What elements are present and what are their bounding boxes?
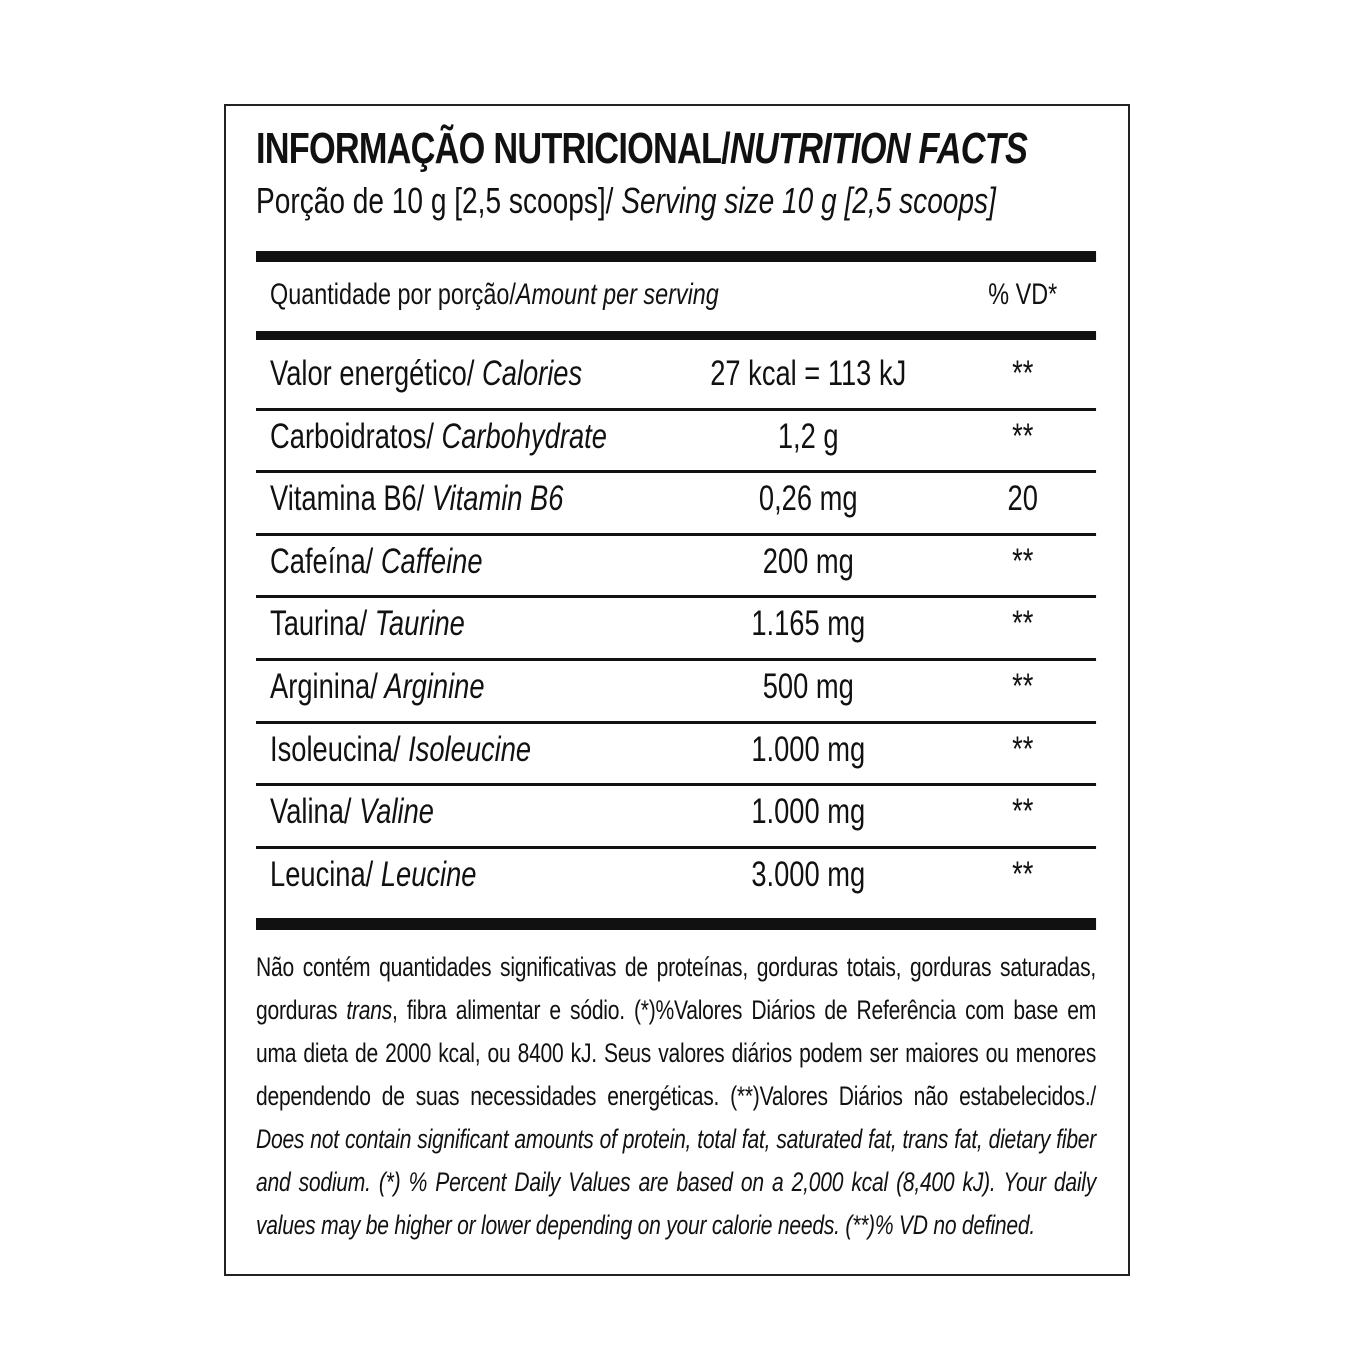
footnote-pt: , fibra alimentar e sódio. (*)%Valores D… [256,995,1097,1111]
serving-en: Serving size 10 g [2,5 scoops] [613,180,996,221]
nutrient-name: Taurina/ Taurine [270,604,465,644]
daily-value: ** [1012,541,1034,581]
nutrient-name: Arginina/ Arginine [270,667,484,707]
amount: 0,26 mg [758,479,858,519]
row-rule [256,532,1097,536]
nutrient-name: Leucina/ Leucine [270,855,476,895]
nutrient-name: Valina/ Valine [270,792,434,832]
amount: 27 kcal = 113 kJ [710,354,907,393]
header-dv: % VD* [988,278,1058,311]
nutrient-en: Carbohydrate [433,416,607,456]
amount: 1.000 mg [751,792,866,832]
nutrient-pt: Leucina/ [270,854,374,894]
amount: 200 mg [762,541,854,581]
daily-value: ** [1012,416,1034,456]
row-rule [256,720,1097,724]
daily-value: ** [1012,354,1034,393]
nutrient-pt: Carboidratos/ [270,416,434,456]
row-rule [256,595,1097,599]
serving-pt: Porção de 10 g [2,5 scoops]/ [256,180,614,221]
nutrient-en: Caffeine [373,541,483,581]
footnote: Não contém quantidades significativas de… [256,946,1096,1247]
daily-value: 20 [1007,479,1038,519]
row-rule [256,658,1097,661]
row-rule [256,783,1097,787]
daily-value: ** [1012,604,1034,644]
daily-value: ** [1012,792,1034,832]
nutrient-en: Arginine [377,667,485,706]
amount: 1.000 mg [751,729,866,769]
row-rule [256,407,1097,411]
daily-value: ** [1012,854,1034,894]
title-pt: INFORMAÇÃO NUTRICIONAL/ [256,124,731,173]
amount: 1.165 mg [751,604,866,644]
nutrient-en: Valine [351,792,434,832]
row-rule [256,845,1097,849]
nutrient-name: Valor energético/ Calories [270,354,582,394]
nutrient-pt: Arginina/ [270,667,378,706]
nutrient-en: Isoleucine [400,729,532,769]
label-border [224,104,1130,1276]
column-header: Quantidade por porção/Amount per serving [270,278,719,312]
nutrient-name: Carboidratos/ Carbohydrate [270,417,607,457]
nutrient-pt: Taurina/ [270,604,368,644]
header-en: Amount per serving [515,278,719,311]
amount: 1,2 g [777,416,839,456]
nutrient-pt: Vitamina B6/ [270,479,425,519]
nutrient-pt: Isoleucina/ [270,729,401,769]
nutrient-pt: Cafeína/ [270,541,374,581]
header-pt: Quantidade por porção/ [270,278,516,311]
serving: Porção de 10 g [2,5 scoops]/ Serving siz… [256,180,996,222]
title-en: NUTRITION FACTS [729,124,1028,173]
amount: 500 mg [762,667,854,706]
nutrient-en: Vitamin B6 [424,479,564,519]
nutrient-name: Isoleucina/ Isoleucine [270,730,531,770]
row-rule [256,470,1097,474]
daily-value: ** [1012,729,1034,769]
nutrient-en: Taurine [367,604,465,644]
nutrient-name: Vitamina B6/ Vitamin B6 [270,479,563,519]
footnote-en: Does not contain significant amounts of … [256,1124,1097,1240]
footnote-pt: Não contém quantidades significativas de… [256,952,1097,1025]
thick-rule [256,918,1097,930]
amount: 3.000 mg [751,854,866,894]
footnote-pt-italic: trans [346,995,393,1025]
title: INFORMAÇÃO NUTRICIONAL/NUTRITION FACTS [256,124,1028,174]
thick-rule [256,251,1097,262]
daily-value: ** [1012,667,1034,706]
nutrient-en: Calories [474,354,583,393]
nutrition-label: INFORMAÇÃO NUTRICIONAL/NUTRITION FACTS P… [256,0,1096,1366]
nutrient-en: Leucine [373,854,477,894]
nutrient-pt: Valina/ [270,792,352,832]
thick-rule [256,331,1097,340]
nutrient-pt: Valor energético/ [270,354,475,393]
nutrient-name: Cafeína/ Caffeine [270,542,482,582]
